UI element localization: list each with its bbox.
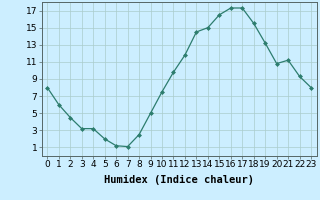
X-axis label: Humidex (Indice chaleur): Humidex (Indice chaleur) (104, 175, 254, 185)
